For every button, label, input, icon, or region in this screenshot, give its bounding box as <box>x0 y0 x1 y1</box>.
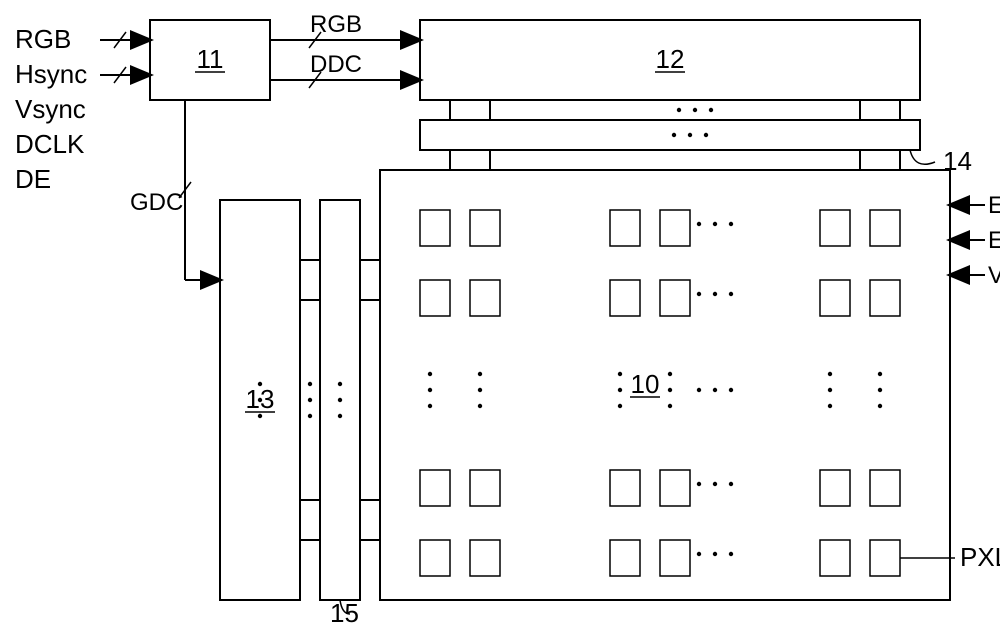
pixel-cell <box>420 540 450 576</box>
power-label-elvss: ELVSS <box>988 227 1000 254</box>
ellipsis-dot <box>308 398 312 402</box>
pixel-cell <box>470 280 500 316</box>
gdc-label: GDC <box>130 189 183 216</box>
input-label-rgb: RGB <box>15 24 71 54</box>
ellipsis-dot <box>428 388 432 392</box>
block-10 <box>380 170 950 600</box>
pixel-cell <box>420 470 450 506</box>
ellipsis-dot <box>672 133 676 137</box>
ellipsis-dot <box>828 388 832 392</box>
block-14 <box>420 120 920 150</box>
ellipsis-dot <box>729 552 733 556</box>
ellipsis-dot <box>729 388 733 392</box>
input-label-dclk: DCLK <box>15 129 85 159</box>
signal-label-rgb: RGB <box>310 11 362 38</box>
power-label-elvdd: ELVDD <box>988 192 1000 219</box>
ellipsis-dot <box>338 414 342 418</box>
ellipsis-dot <box>308 382 312 386</box>
pixel-cell <box>820 540 850 576</box>
pixel-cell <box>420 280 450 316</box>
ellipsis-dot <box>618 372 622 376</box>
ellipsis-dot <box>428 404 432 408</box>
callout-14-label: 14 <box>943 146 972 176</box>
pixel-cell <box>660 210 690 246</box>
ellipsis-dot <box>729 222 733 226</box>
pixel-cell <box>660 280 690 316</box>
ellipsis-dot <box>828 404 832 408</box>
block-10-label: 10 <box>631 369 660 399</box>
ellipsis-dot <box>688 133 692 137</box>
ellipsis-dot <box>258 398 262 402</box>
pxl-label: PXL <box>960 542 1000 572</box>
ellipsis-dot <box>478 372 482 376</box>
ellipsis-dot <box>878 372 882 376</box>
pixel-cell <box>820 470 850 506</box>
pixel-cell <box>870 540 900 576</box>
ellipsis-dot <box>713 222 717 226</box>
ellipsis-dot <box>693 108 697 112</box>
ellipsis-dot <box>697 552 701 556</box>
pixel-cell <box>610 470 640 506</box>
pixel-cell <box>420 210 450 246</box>
ellipsis-dot <box>697 482 701 486</box>
ellipsis-dot <box>729 292 733 296</box>
ellipsis-dot <box>704 133 708 137</box>
input-label-de: DE <box>15 164 51 194</box>
input-label-vsync: Vsync <box>15 94 86 124</box>
ellipsis-dot <box>697 388 701 392</box>
ellipsis-dot <box>878 388 882 392</box>
ellipsis-dot <box>697 292 701 296</box>
block-11-label: 11 <box>197 44 224 74</box>
ellipsis-dot <box>709 108 713 112</box>
ellipsis-dot <box>668 372 672 376</box>
pixel-cell <box>660 470 690 506</box>
ellipsis-dot <box>668 388 672 392</box>
ellipsis-dot <box>308 414 312 418</box>
pixel-cell <box>470 210 500 246</box>
pixel-cell <box>820 210 850 246</box>
ellipsis-dot <box>338 398 342 402</box>
ellipsis-dot <box>713 292 717 296</box>
ellipsis-dot <box>713 482 717 486</box>
callout-14 <box>910 150 935 164</box>
ellipsis-dot <box>428 372 432 376</box>
ellipsis-dot <box>618 388 622 392</box>
ellipsis-dot <box>668 404 672 408</box>
pixel-cell <box>820 280 850 316</box>
ellipsis-dot <box>828 372 832 376</box>
input-label-hsync: Hsync <box>15 59 87 89</box>
pixel-cell <box>870 280 900 316</box>
pixel-cell <box>610 540 640 576</box>
ellipsis-dot <box>618 404 622 408</box>
ellipsis-dot <box>258 382 262 386</box>
ellipsis-dot <box>697 222 701 226</box>
power-label-vini: Vini <box>988 262 1000 289</box>
pixel-cell <box>660 540 690 576</box>
callout-15-label: 15 <box>330 598 359 623</box>
ellipsis-dot <box>713 388 717 392</box>
ellipsis-dot <box>478 404 482 408</box>
ellipsis-dot <box>729 482 733 486</box>
ellipsis-dot <box>338 382 342 386</box>
ellipsis-dot <box>478 388 482 392</box>
ellipsis-dot <box>258 414 262 418</box>
block-12-label: 12 <box>656 44 685 74</box>
signal-label-ddc: DDC <box>310 51 362 78</box>
ellipsis-dot <box>677 108 681 112</box>
pixel-cell <box>610 210 640 246</box>
pixel-cell <box>610 280 640 316</box>
pixel-cell <box>870 470 900 506</box>
ellipsis-dot <box>713 552 717 556</box>
pixel-cell <box>870 210 900 246</box>
ellipsis-dot <box>878 404 882 408</box>
pixel-cell <box>470 470 500 506</box>
pixel-cell <box>470 540 500 576</box>
